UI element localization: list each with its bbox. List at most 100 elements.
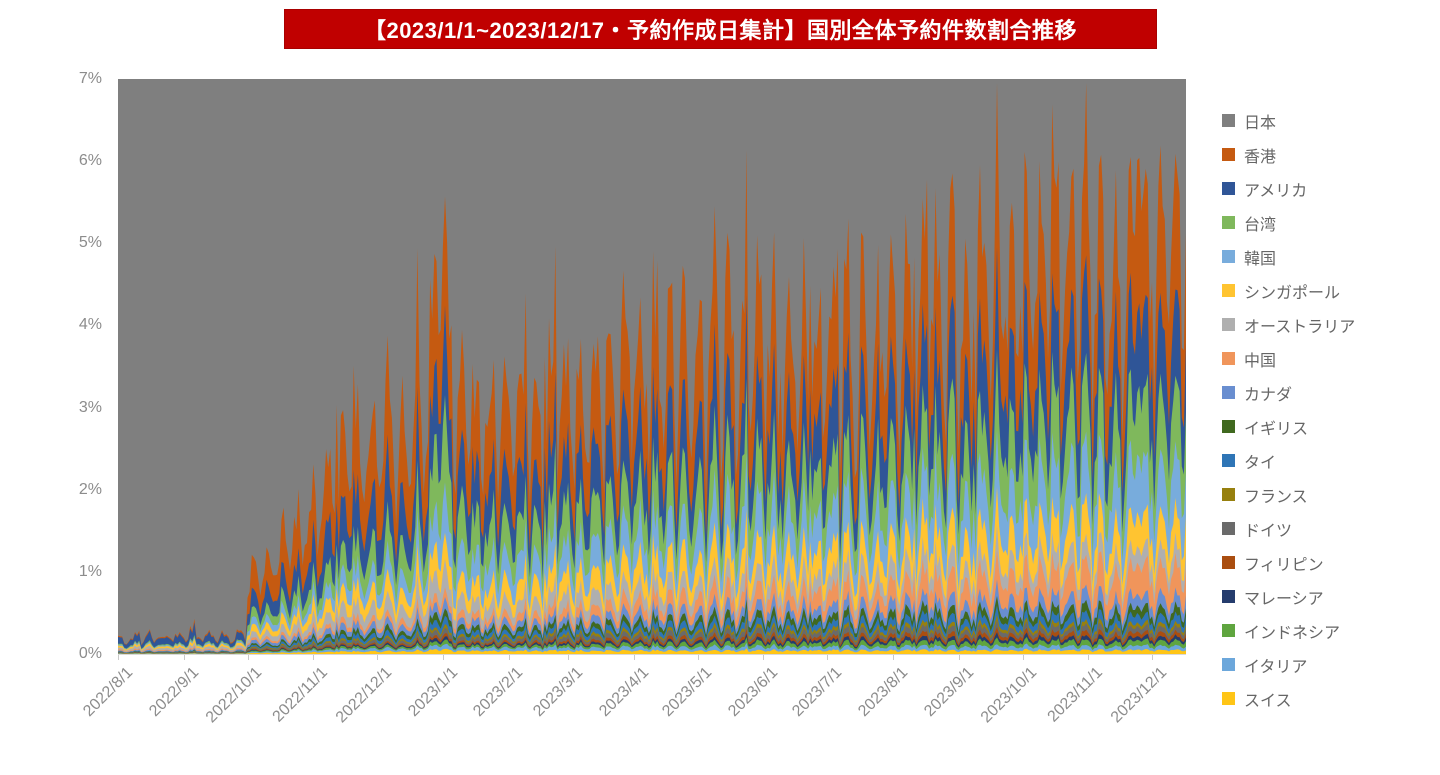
x-axis-tick-label: 2023/10/1 (978, 664, 1041, 727)
x-axis-tick-mark (1022, 655, 1024, 660)
legend-label: イタリア (1244, 658, 1308, 676)
x-axis-tick-label: 2022/9/1 (145, 664, 202, 721)
legend-swatch-icon (1222, 624, 1235, 637)
chart-title-banner: 【2023/1/1~2023/12/17・予約作成日集計】国別全体予約件数割合推… (284, 9, 1157, 49)
x-axis-line (118, 654, 1186, 655)
legend-swatch-icon (1222, 386, 1235, 399)
x-axis-tick-label: 2022/8/1 (79, 664, 137, 721)
chart-title: 【2023/1/1~2023/12/17・予約作成日集計】国別全体予約件数割合推… (363, 18, 1078, 43)
legend-swatch-icon (1222, 318, 1235, 331)
legend-swatch-icon (1222, 284, 1235, 297)
legend-swatch-icon (1222, 352, 1235, 365)
x-axis-tick-label: 2022/10/1 (203, 664, 266, 727)
legend-label: フィリピン (1244, 556, 1324, 574)
legend-label: スイス (1244, 692, 1292, 710)
x-axis-tick-mark (568, 655, 570, 660)
x-axis-tick-mark (508, 655, 510, 660)
x-axis-tick-label: 2023/12/1 (1107, 664, 1171, 727)
legend-item: マレーシア (1222, 586, 1355, 608)
x-axis-tick-mark (118, 655, 119, 660)
legend-label: 韓国 (1244, 250, 1277, 268)
legend-label: タイ (1244, 454, 1277, 472)
legend-swatch-icon (1222, 658, 1235, 671)
legend-item: 香港 (1222, 144, 1355, 166)
legend-item: フィリピン (1222, 552, 1355, 574)
legend-swatch-icon (1222, 148, 1235, 161)
legend-label: 日本 (1244, 114, 1277, 132)
x-axis-tick-mark (958, 655, 960, 660)
legend-swatch-icon (1222, 488, 1235, 501)
legend-item: 韓国 (1222, 246, 1355, 268)
x-axis-tick-mark (892, 655, 894, 660)
legend-swatch-icon (1222, 454, 1235, 467)
legend-label: インドネシア (1244, 624, 1341, 642)
legend-swatch-icon (1222, 692, 1235, 705)
legend-label: オーストラリア (1244, 318, 1356, 336)
legend-swatch-icon (1222, 216, 1235, 229)
legend-label: シンガポール (1244, 284, 1341, 302)
y-axis-tick-label: 5% (78, 234, 102, 252)
x-axis-tick-mark (763, 655, 765, 660)
x-axis-tick-mark (247, 655, 249, 660)
x-axis-tick-label: 2023/6/1 (725, 664, 782, 721)
x-axis-tick-label: 2023/9/1 (920, 664, 977, 721)
y-axis-tick-label: 0% (78, 645, 102, 662)
legend-swatch-icon (1222, 114, 1235, 127)
stacked-area-chart (118, 83, 1186, 654)
legend-item: フランス (1222, 484, 1355, 506)
y-axis-tick-label: 4% (78, 316, 102, 334)
legend-swatch-icon (1222, 556, 1235, 569)
legend-item: イタリア (1222, 654, 1355, 676)
x-axis-tick-mark (377, 655, 379, 660)
legend-item: アメリカ (1222, 178, 1355, 200)
x-axis-tick-label: 2022/11/1 (269, 664, 332, 726)
x-axis-tick-label: 2023/2/1 (470, 664, 527, 721)
plot-area (118, 79, 1186, 654)
legend-label: アメリカ (1244, 182, 1308, 200)
legend: 日本香港アメリカ台湾韓国シンガポール オーストラリア 中国カナダイギリスタイフランス… (1222, 110, 1356, 710)
legend-label: 香港 (1244, 148, 1277, 166)
legend-swatch-icon (1222, 420, 1235, 433)
x-axis-tick-mark (442, 655, 444, 660)
x-axis-tick-mark (1088, 655, 1090, 660)
x-axis-tick-label: 2023/7/1 (789, 664, 846, 721)
legend-swatch-icon (1222, 250, 1235, 263)
legend-item: イギリス (1222, 416, 1355, 438)
legend-label: 中国 (1244, 352, 1277, 370)
x-axis-tick-label: 2023/5/1 (659, 664, 716, 721)
legend-label: イギリス (1244, 420, 1309, 438)
legend-swatch-icon (1222, 182, 1235, 195)
legend-item: カナダ (1222, 382, 1355, 404)
x-axis-tick-mark (1152, 655, 1154, 660)
y-axis-tick-label: 7% (78, 70, 102, 87)
legend-item: タイ (1222, 450, 1355, 472)
area-series-スイス (118, 648, 1186, 654)
legend-label: マレーシア (1244, 590, 1324, 608)
y-axis-tick-label: 3% (78, 398, 102, 416)
legend-item: オーストラリア (1222, 314, 1356, 336)
legend-item: インドネシア (1222, 620, 1355, 642)
x-axis-tick-label: 2023/11/1 (1044, 664, 1107, 726)
y-axis-tick-label: 1% (78, 562, 102, 580)
x-axis-tick-label: 2022/12/1 (332, 664, 396, 727)
legend-label: 台湾 (1244, 216, 1277, 234)
legend-label: ドイツ (1244, 522, 1293, 540)
legend-item: ドイツ (1222, 518, 1355, 540)
legend-item: 日本 (1222, 110, 1355, 132)
x-axis-tick-mark (633, 655, 635, 660)
legend-item: シンガポール (1222, 280, 1355, 302)
legend-swatch-icon (1222, 522, 1235, 535)
y-axis-tick-label: 2% (78, 480, 102, 498)
x-axis-tick-label: 2023/1/1 (404, 664, 461, 721)
legend-item: スイス (1222, 688, 1355, 710)
legend-item: 台湾 (1222, 212, 1355, 234)
x-axis-tick-mark (827, 655, 829, 660)
y-axis-tick-label: 6% (78, 152, 102, 170)
x-axis-tick-mark (313, 655, 315, 660)
legend-item: 中国 (1222, 348, 1355, 370)
legend-swatch-icon (1222, 590, 1235, 603)
x-axis-tick-label: 2023/4/1 (595, 664, 652, 721)
legend-label: フランス (1244, 488, 1308, 506)
x-axis-tick-label: 2023/3/1 (530, 664, 587, 721)
legend-label: カナダ (1244, 386, 1293, 404)
